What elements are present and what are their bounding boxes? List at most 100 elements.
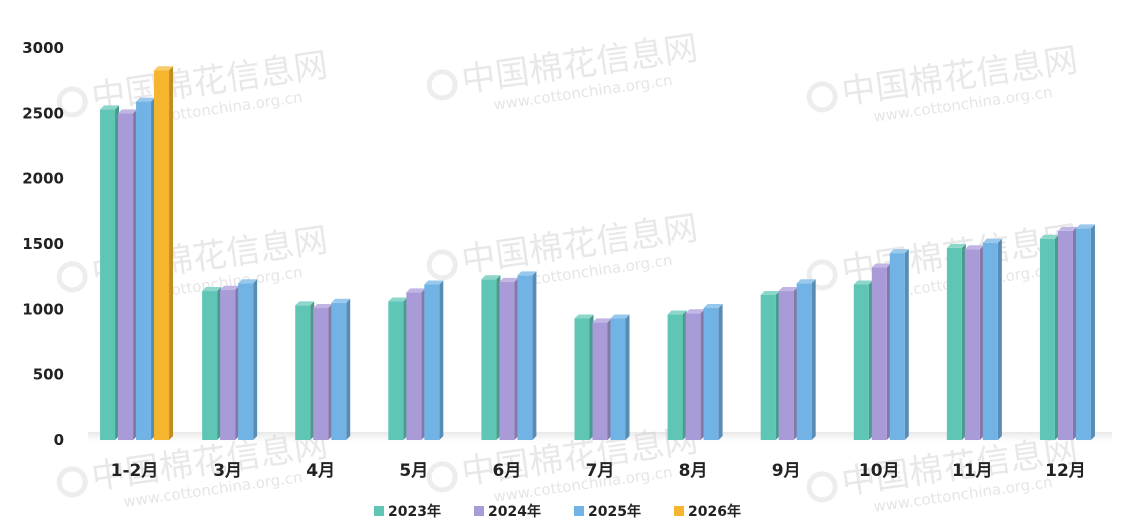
bar-front <box>796 283 812 440</box>
bar <box>202 287 222 440</box>
y-tick-label: 2500 <box>22 104 64 122</box>
bar <box>1039 234 1059 440</box>
bar-front <box>313 308 329 440</box>
legend-swatch <box>674 506 684 516</box>
y-tick-label: 3000 <box>22 39 64 57</box>
bar-top <box>964 245 984 250</box>
bar <box>331 298 351 440</box>
legend-item: 2024年 <box>474 503 541 520</box>
bar-side <box>346 298 351 440</box>
x-tick-label: 4月 <box>306 461 335 481</box>
bar <box>703 304 723 440</box>
x-axis: 1-2月 3月 4月 5月 6月 7月 8月 9月 10月 11月 12月 <box>111 461 1086 481</box>
bar-front <box>118 113 134 440</box>
bar-side <box>1090 224 1095 440</box>
bar-top <box>295 301 315 306</box>
y-tick-label: 500 <box>33 366 64 384</box>
bar-top <box>118 109 138 114</box>
bar-side <box>997 238 1002 440</box>
bar-top <box>778 287 798 292</box>
bar-front <box>202 291 218 440</box>
bar-front <box>760 294 776 440</box>
bar <box>517 271 537 440</box>
bar <box>154 66 174 441</box>
watermark-logo-icon <box>426 249 458 281</box>
bar-front <box>667 314 683 440</box>
bar-top <box>853 280 873 285</box>
bar-front <box>331 302 347 440</box>
y-tick-label: 2000 <box>22 170 64 188</box>
bar <box>481 275 501 440</box>
watermark-logo-icon <box>56 261 88 293</box>
bar <box>238 279 258 440</box>
bar-front <box>703 308 719 440</box>
bar <box>100 105 120 440</box>
bar-top <box>592 318 612 323</box>
x-tick-label: 6月 <box>492 461 521 481</box>
bar-top <box>796 279 816 284</box>
legend-label: 2023年 <box>388 503 441 520</box>
bar-side <box>904 249 909 440</box>
bar-side <box>625 314 630 440</box>
bar <box>760 290 780 440</box>
bar-top <box>499 277 519 282</box>
bar-front <box>388 301 404 440</box>
bar <box>667 310 687 440</box>
bar-top <box>406 288 426 293</box>
bar-top <box>667 310 687 315</box>
bar <box>610 314 630 440</box>
bar-front <box>982 242 998 440</box>
bar-front <box>610 318 626 440</box>
bar <box>406 288 426 440</box>
watermark-logo-icon <box>56 466 88 498</box>
bar-front <box>481 279 497 440</box>
bar-front <box>406 292 422 440</box>
y-tick-label: 0 <box>54 431 64 449</box>
watermark-logo-icon <box>806 81 838 113</box>
bar-side <box>718 304 723 440</box>
y-axis: 0 500 1000 1500 2000 2500 3000 <box>22 39 64 449</box>
bar <box>592 318 612 440</box>
bar-top <box>313 304 333 309</box>
bar <box>964 245 984 440</box>
x-tick-label: 10月 <box>859 461 900 481</box>
bar-top <box>871 263 891 268</box>
bar-top <box>685 309 705 314</box>
bar <box>1075 224 1095 440</box>
bar-side <box>439 280 444 440</box>
bar-top <box>889 249 909 254</box>
bar-top <box>238 279 258 284</box>
x-tick-label: 9月 <box>772 461 801 481</box>
legend-label: 2025年 <box>588 503 641 520</box>
bar-front <box>574 318 590 440</box>
bar <box>853 280 873 440</box>
x-tick-label: 7月 <box>586 461 615 481</box>
watermark-logo-icon <box>426 461 458 493</box>
bar-top <box>388 297 408 302</box>
bar-side <box>811 279 816 440</box>
bar-front <box>778 291 794 440</box>
x-tick-label: 8月 <box>679 461 708 481</box>
bar-front <box>100 109 116 440</box>
legend: 2023年 2024年 2025年 2026年 <box>374 503 741 520</box>
bar <box>313 304 333 440</box>
bar <box>982 238 1002 440</box>
bar-front <box>1075 228 1091 440</box>
watermark-logo-icon <box>806 259 838 291</box>
bars-layer <box>100 66 1095 441</box>
y-tick-label: 1500 <box>22 235 64 253</box>
bar-front <box>1039 238 1055 440</box>
bar-front <box>295 305 311 440</box>
bar <box>136 97 156 440</box>
bar-top <box>1039 234 1059 239</box>
bar-top <box>202 287 222 292</box>
legend-label: 2026年 <box>688 503 741 520</box>
bar-top <box>154 66 174 71</box>
bar-side <box>253 279 258 440</box>
bar-top <box>517 271 537 276</box>
x-tick-label: 3月 <box>213 461 242 481</box>
